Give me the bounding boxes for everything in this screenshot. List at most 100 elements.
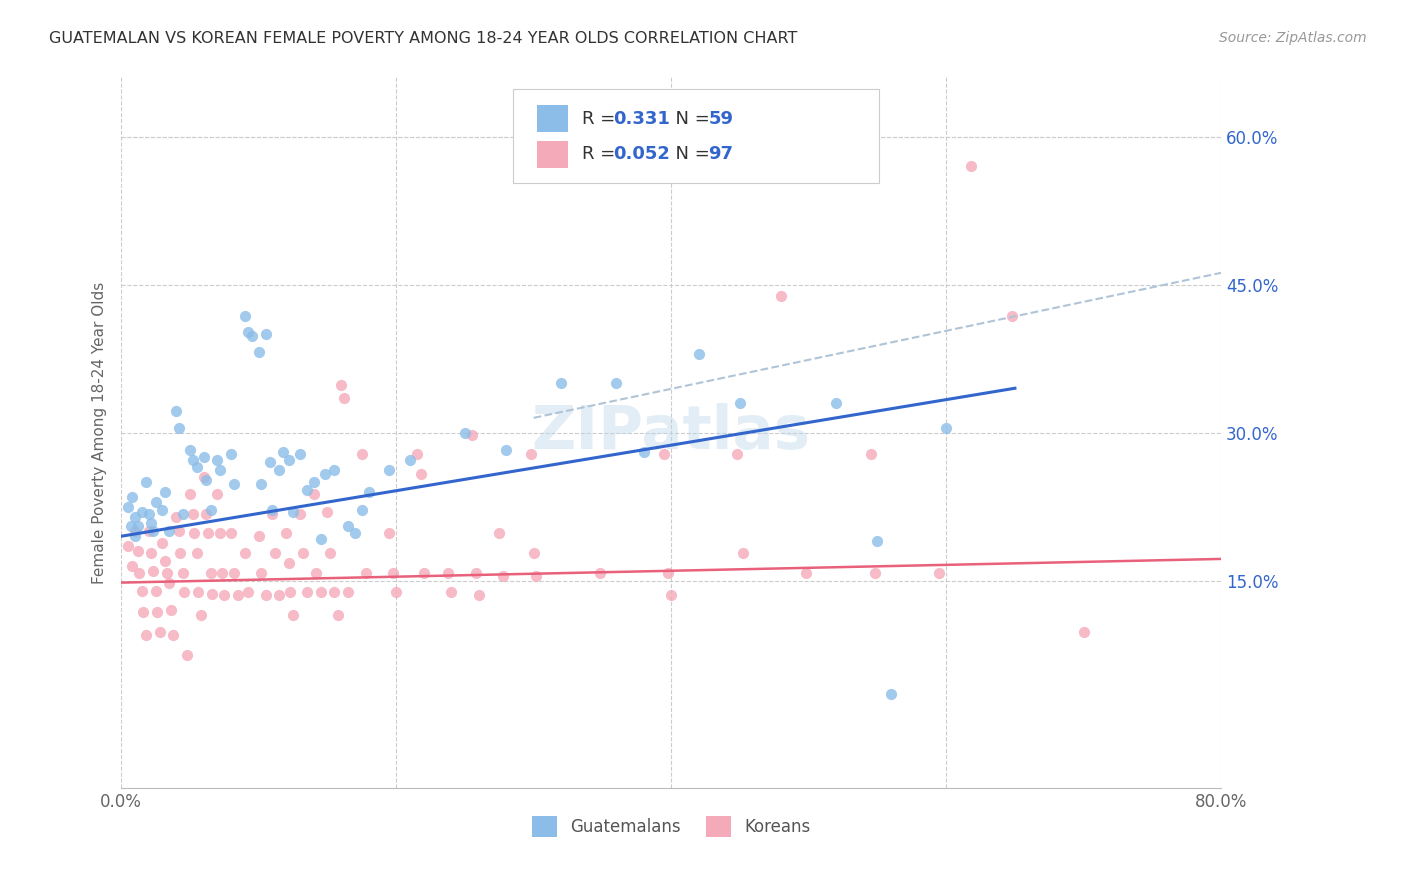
Point [1073, 624, 1095, 639]
Point [172, 507, 194, 521]
Point [337, 585, 360, 599]
Point [193, 450, 215, 465]
Point [117, 500, 139, 514]
Point [728, 396, 751, 410]
Point [281, 608, 304, 623]
Point [200, 502, 222, 516]
Point [167, 524, 190, 539]
Point [131, 505, 153, 519]
Point [309, 532, 332, 546]
Point [295, 483, 318, 497]
Point [157, 575, 180, 590]
Point [138, 524, 160, 539]
Point [124, 524, 146, 539]
Point [250, 566, 273, 580]
Point [880, 687, 903, 701]
Point [350, 447, 373, 461]
Point [250, 477, 273, 491]
Point [187, 585, 209, 599]
Point [145, 583, 167, 598]
Point [127, 544, 149, 558]
Point [219, 447, 242, 461]
Point [165, 404, 187, 418]
Point [190, 608, 212, 623]
Point [247, 529, 270, 543]
Y-axis label: Female Poverty Among 18-24 Year Olds: Female Poverty Among 18-24 Year Olds [93, 282, 107, 583]
Point [179, 443, 201, 458]
Point [350, 502, 373, 516]
Point [226, 589, 249, 603]
Point [135, 628, 157, 642]
Point [409, 467, 432, 481]
Point [233, 309, 256, 323]
Point [495, 443, 517, 458]
Point [269, 463, 291, 477]
Point [195, 507, 218, 521]
Point [319, 546, 342, 560]
Point [200, 566, 222, 580]
Point [186, 460, 208, 475]
Text: Source: ZipAtlas.com: Source: ZipAtlas.com [1219, 31, 1367, 45]
Point [264, 546, 287, 560]
Point [233, 546, 256, 560]
Text: GUATEMALAN VS KOREAN FEMALE POVERTY AMONG 18-24 YEAR OLDS CORRELATION CHART: GUATEMALAN VS KOREAN FEMALE POVERTY AMON… [49, 31, 797, 46]
Point [333, 391, 356, 405]
Point [302, 487, 325, 501]
Point [155, 566, 177, 580]
Point [316, 505, 339, 519]
Point [179, 487, 201, 501]
Point [142, 524, 165, 539]
Point [127, 519, 149, 533]
Point [526, 568, 548, 582]
Text: N =: N = [664, 110, 716, 128]
Legend: Guatemalans, Koreans: Guatemalans, Koreans [526, 810, 817, 844]
Point [121, 558, 143, 573]
Point [209, 463, 232, 477]
Text: 97: 97 [709, 145, 734, 163]
Text: 59: 59 [709, 110, 734, 128]
Point [159, 603, 181, 617]
Point [167, 420, 190, 434]
Point [269, 589, 291, 603]
Point [262, 507, 284, 521]
Point [688, 347, 710, 361]
Point [354, 566, 377, 580]
Point [589, 566, 612, 580]
Point [657, 566, 679, 580]
Text: 0.052: 0.052 [613, 145, 669, 163]
Point [492, 568, 515, 582]
Text: R =: R = [582, 145, 621, 163]
Point [437, 566, 460, 580]
Point [1001, 309, 1024, 323]
Point [176, 648, 198, 662]
Point [465, 566, 488, 580]
Point [181, 453, 204, 467]
Point [236, 585, 259, 599]
Point [222, 566, 245, 580]
Point [201, 587, 224, 601]
Point [211, 566, 233, 580]
Text: N =: N = [664, 145, 716, 163]
Point [309, 585, 332, 599]
Point [207, 453, 229, 467]
Point [145, 494, 167, 508]
Point [254, 589, 277, 603]
Point [273, 445, 295, 459]
Point [149, 624, 172, 639]
Point [124, 509, 146, 524]
Point [281, 505, 304, 519]
Point [928, 566, 950, 580]
Point [222, 477, 245, 491]
Point [262, 502, 284, 516]
Point [337, 519, 360, 533]
Point [186, 546, 208, 560]
Point [440, 585, 463, 599]
Point [488, 526, 510, 541]
Point [197, 526, 219, 541]
Point [314, 467, 336, 481]
Point [323, 463, 346, 477]
Point [520, 447, 543, 461]
Point [935, 420, 957, 434]
Point [328, 608, 350, 623]
Point [142, 564, 165, 578]
